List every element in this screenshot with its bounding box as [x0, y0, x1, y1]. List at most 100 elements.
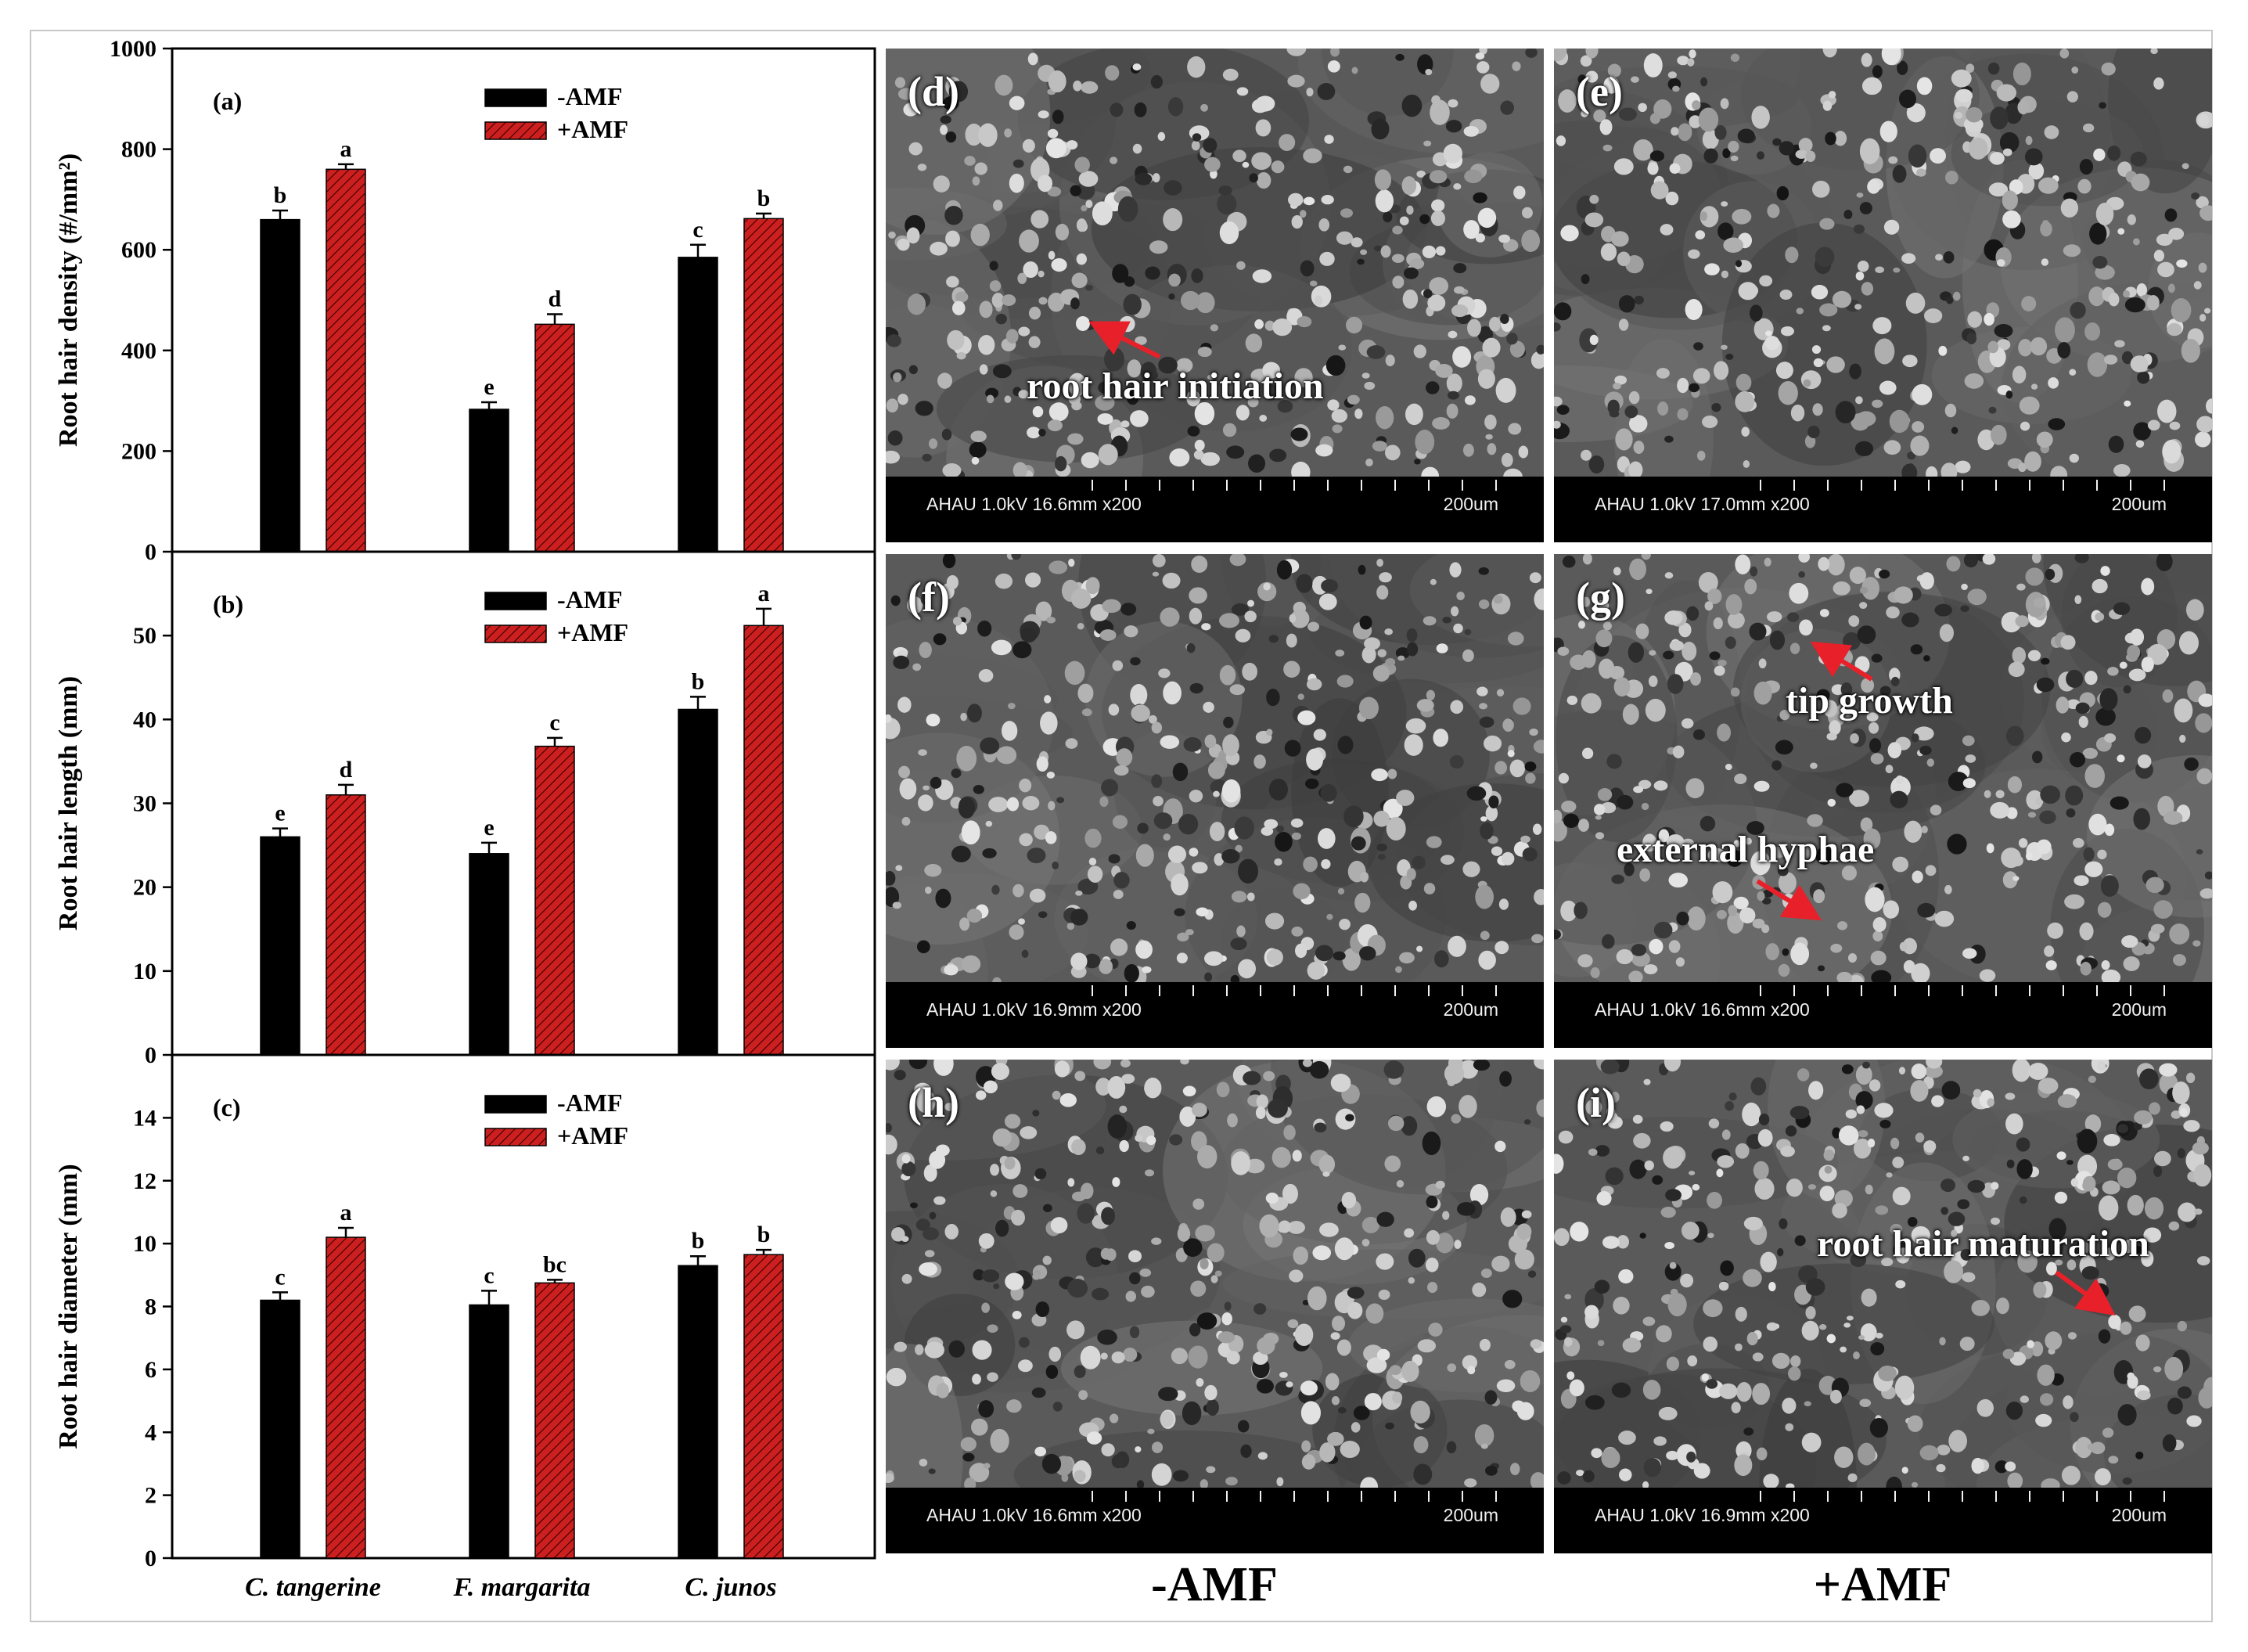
sem-info-bar: AHAU 1.0kV 17.0mm x200 200um [1554, 477, 2212, 542]
y-tick-label: 20 [133, 875, 156, 901]
panel-label-i: (i) [1576, 1079, 1616, 1126]
scale-ticks [1092, 1491, 1498, 1502]
legend-swatch [484, 1095, 547, 1114]
sem-panel-h: (h) AHAU 1.0kV 16.6mm x200 200um [886, 1060, 1544, 1553]
significance-letter: d [340, 757, 353, 783]
legend-label: -AMF [557, 82, 623, 110]
y-tick-label: 14 [133, 1105, 156, 1131]
y-tick-label: 2 [145, 1483, 156, 1509]
legend-label: +AMF [557, 115, 628, 143]
significance-letter: b [757, 1222, 771, 1247]
y-tick-label: 30 [133, 791, 156, 817]
y-tick-label: 50 [133, 623, 156, 649]
panel-label-a: (a) [213, 87, 242, 115]
bar [678, 1265, 718, 1559]
significance-letter: e [484, 815, 494, 840]
significance-letter: b [274, 182, 287, 208]
y-tick-label: 1000 [110, 36, 156, 62]
scale-ticks [1092, 480, 1498, 491]
figure-frame [30, 30, 2213, 1622]
y-tick-label: 200 [121, 438, 156, 464]
bar-charts: 0 200 400 600 800 1000 Root hair density (#/mm… [54, 36, 876, 1602]
panel-label-h: (h) [908, 1079, 959, 1126]
sem-info-bar: AHAU 1.0kV 16.6mm x200 200um [886, 1488, 1544, 1553]
column-label-plus-amf: +AMF [1813, 1558, 1952, 1611]
significance-letter: a [758, 581, 770, 606]
significance-letter: c [275, 1264, 285, 1290]
bar [469, 409, 509, 552]
sem-info-bar: AHAU 1.0kV 16.9mm x200 200um [1554, 1488, 2212, 1553]
sem-scale-text: 200um [1443, 1505, 1498, 1525]
sem-info-bar: AHAU 1.0kV 16.9mm x200 200um [886, 982, 1544, 1048]
y-tick-label: 10 [133, 959, 156, 984]
column-label-minus-amf: -AMF [1151, 1558, 1278, 1611]
sem-scale-text: 200um [2111, 999, 2167, 1020]
y-tick-label: 400 [121, 338, 156, 364]
bar [326, 168, 366, 552]
bar [260, 218, 300, 552]
panel-label-e: (e) [1576, 68, 1623, 115]
sem-info-text: AHAU 1.0kV 16.9mm x200 [1595, 1505, 1810, 1525]
panel-label-d: (d) [908, 68, 959, 115]
arrow-root-hair-initiation [1088, 321, 1161, 359]
y-tick-label: 40 [133, 707, 156, 732]
significance-letter: bc [543, 1251, 566, 1277]
panel-label-c: (c) [213, 1093, 241, 1121]
significance-letter: a [340, 136, 352, 162]
legend-label: -AMF [557, 1089, 623, 1117]
chart-a: 0 200 400 600 800 1000 Root hair density (#/mm… [54, 36, 876, 565]
sem-panel-d: (d) AHAU 1.0kV 16.6mm x200 200um [886, 49, 1544, 542]
annotation-root-hair-maturation: root hair maturation [1817, 1223, 2149, 1265]
bar [260, 1299, 300, 1559]
significance-letter: c [549, 710, 559, 736]
legend-swatch [484, 88, 547, 107]
y-tick-label: 0 [145, 1546, 156, 1571]
y-axis-label: Root hair density (#/mm²) [54, 153, 83, 447]
arrow-external-hyphae [1756, 879, 1822, 921]
sem-scale-text: 200um [1443, 494, 1498, 514]
y-tick-label: 6 [145, 1357, 156, 1383]
sem-micrograph [1554, 1060, 2212, 1488]
significance-letter: c [692, 217, 703, 243]
y-tick-label: 12 [133, 1168, 156, 1194]
significance-letter: b [692, 1228, 705, 1254]
legend-swatch [484, 121, 547, 140]
legend-swatch [484, 1128, 547, 1146]
y-axis-label: Root hair length (mm) [54, 676, 83, 930]
chart-b: 0 10 20 30 40 50 Root hair length (mm) (b) -AMF +… [54, 550, 876, 1068]
legend-label: -AMF [557, 585, 623, 614]
sem-info-text: AHAU 1.0kV 16.6mm x200 [926, 1505, 1142, 1525]
panel-label-g: (g) [1576, 574, 1625, 621]
bar [534, 1282, 575, 1559]
sem-micrograph [1554, 554, 2212, 982]
y-tick-label: 800 [121, 137, 156, 163]
sem-micrograph [1554, 49, 2212, 477]
sem-panel-f: (f) AHAU 1.0kV 16.9mm x200 200um [886, 554, 1544, 1048]
bar [469, 1304, 509, 1559]
sem-micrograph [886, 49, 1544, 477]
sem-scale-text: 200um [1443, 999, 1498, 1020]
legend-swatch [484, 624, 547, 643]
legend-swatch [484, 592, 547, 610]
bar [326, 1236, 366, 1559]
bar [743, 1254, 784, 1559]
scale-ticks [1760, 480, 2167, 491]
y-tick-label: 10 [133, 1231, 156, 1257]
sem-info-text: AHAU 1.0kV 16.6mm x200 [926, 494, 1142, 514]
y-tick-label: 600 [121, 237, 156, 263]
sem-info-bar: AHAU 1.0kV 16.6mm x200 200um [1554, 982, 2212, 1048]
y-axis-label: Root hair diameter (mm) [54, 1164, 83, 1449]
sem-panel-g: (g) AHAU 1.0kV 16.6mm x200 200um [1554, 554, 2212, 1048]
x-tick-label: C. junos [685, 1573, 776, 1602]
significance-letter: a [340, 1200, 352, 1226]
scale-ticks [1092, 985, 1498, 996]
legend-label: +AMF [557, 1121, 628, 1150]
bar [678, 257, 718, 552]
scale-ticks [1760, 985, 2167, 996]
bar [469, 853, 509, 1056]
significance-letter: b [692, 668, 705, 694]
significance-letter: b [757, 185, 771, 211]
significance-letter: d [549, 286, 562, 312]
sem-info-text: AHAU 1.0kV 16.6mm x200 [1595, 999, 1810, 1020]
